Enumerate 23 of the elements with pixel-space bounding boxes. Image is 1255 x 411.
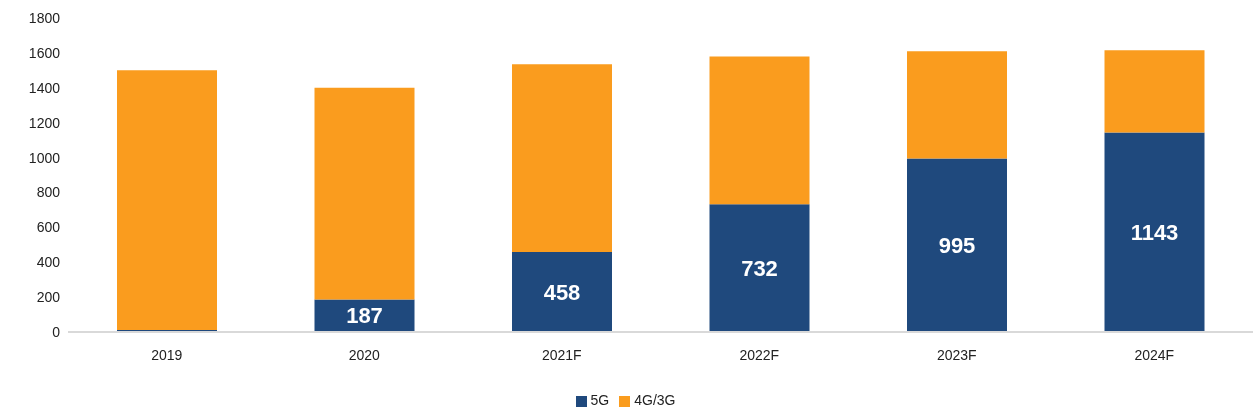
x-tick-label: 2019 [151, 346, 183, 363]
y-tick-label: 400 [36, 254, 61, 271]
data-label: 1143 [1130, 220, 1179, 246]
x-tick-label: 2021F [541, 346, 582, 363]
x-tick-label: 2023F [936, 346, 977, 363]
y-tick-label: 1600 [28, 44, 61, 61]
y-tick-label: 800 [36, 184, 61, 201]
x-tick-label: 2022F [739, 346, 780, 363]
y-tick-label: 1800 [28, 9, 61, 26]
data-label: 732 [741, 255, 778, 281]
x-tick-label: 2024F [1134, 346, 1175, 363]
x-tick-label: 2020 [348, 346, 381, 363]
y-tick-label: 600 [36, 219, 61, 236]
data-label: 187 [346, 303, 383, 329]
legend-label: 5G [590, 392, 610, 408]
y-tick-label: 1000 [28, 149, 61, 166]
legend-label: 4G/3G [634, 392, 676, 408]
y-tick-label: 0 [52, 323, 61, 340]
y-tick-label: 1200 [28, 114, 61, 131]
y-tick-label: 1400 [28, 79, 61, 96]
data-label: 458 [543, 279, 581, 305]
y-tick-label: 200 [36, 289, 61, 306]
data-label: 995 [938, 233, 976, 259]
